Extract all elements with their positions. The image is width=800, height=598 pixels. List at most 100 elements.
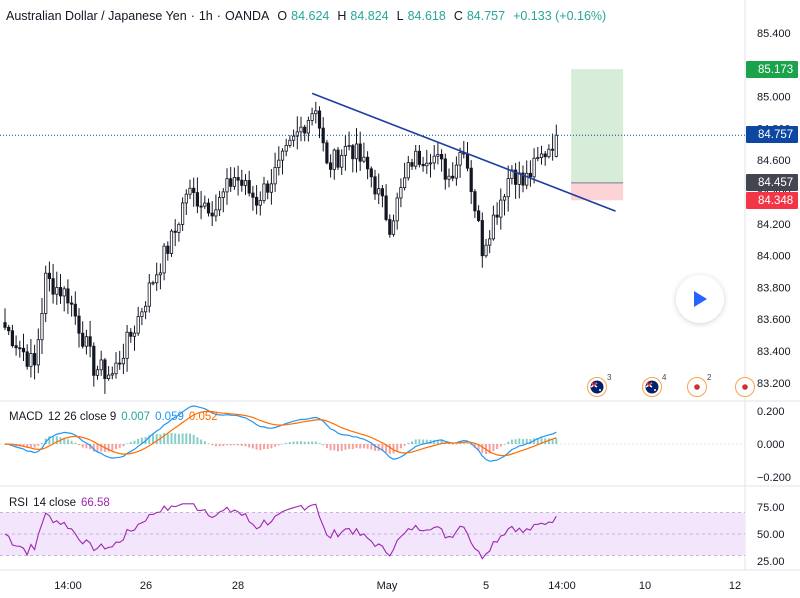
macd-hist-bar (85, 444, 88, 449)
macd-hist-bar (318, 443, 321, 444)
macd-hist-bar (107, 444, 110, 452)
macd-hist-bar (314, 441, 317, 444)
candle-body (491, 214, 496, 240)
candle-body (121, 357, 125, 365)
macd-legend[interactable]: MACD 12 26 close 9 0.007 0.059 0.052 (9, 411, 218, 423)
macd-hist-bar (259, 444, 262, 451)
candle-body (184, 193, 188, 204)
candle-body (3, 322, 7, 328)
candle-body (536, 157, 540, 159)
macd-hist-bar (44, 438, 47, 444)
macd-hist-bar (41, 442, 43, 444)
macd-hist-bar (325, 444, 328, 449)
candle-body (410, 162, 414, 167)
macd-hist-bar (362, 444, 365, 449)
candle-body (291, 135, 296, 141)
macd-hist-bar (481, 444, 484, 454)
change-value: +0.133 (+0.16%) (513, 9, 607, 23)
candle-body (395, 197, 399, 222)
play-icon (694, 291, 707, 307)
play-replay-button[interactable] (676, 275, 724, 323)
macd-hist-bar (348, 444, 351, 449)
candle-body (84, 336, 88, 347)
macd-hist-bar (196, 437, 199, 444)
macd-hist-bar (55, 436, 58, 444)
macd-hist-bar (407, 442, 410, 444)
candle-body (447, 175, 451, 180)
candle-body (476, 210, 481, 221)
candle-body (473, 191, 477, 212)
macd-hist-bar (200, 439, 203, 444)
macd-axis-tick: −0.200 (757, 472, 791, 484)
time-axis-label: 12 (729, 580, 741, 592)
macd-hist-bar (555, 438, 558, 444)
time-axis-label: May (377, 580, 398, 592)
macd-hist-bar (344, 444, 347, 450)
macd-hist-bar (366, 444, 369, 449)
candle-body (469, 167, 473, 193)
candle-body (66, 288, 70, 304)
candle-body (29, 353, 33, 367)
economic-event-japan-flag-icon[interactable] (735, 377, 755, 397)
interval-label[interactable]: 1h (198, 9, 213, 23)
candle-body (136, 316, 140, 334)
time-axis-label: 5 (483, 580, 489, 592)
macd-hist-bar (248, 444, 251, 448)
macd-hist-bar (89, 444, 92, 450)
candle-body (277, 159, 281, 168)
macd-hist-bar (29, 444, 32, 448)
rsi-title: RSI (9, 497, 29, 509)
macd-hist-bar (214, 444, 217, 447)
candle-body (210, 212, 214, 217)
price-axis-tick: 84.000 (757, 251, 791, 263)
economic-event-japan-flag-icon[interactable]: 2 (687, 373, 711, 397)
take-profit-price-tag: 85.173 (746, 61, 798, 78)
macd-hist-bar (355, 444, 358, 449)
macd-signal-line (4, 410, 557, 457)
high-value: 84.824 (350, 9, 389, 23)
candle-body (351, 145, 355, 160)
macd-hist-bar (166, 433, 169, 444)
macd-hist-bar (170, 432, 173, 444)
event-count: 3 (607, 373, 612, 382)
macd-hist-value: 0.052 (188, 411, 218, 423)
rsi-legend[interactable]: RSI 14 close 66.58 (9, 497, 110, 509)
economic-event-australia-flag-icon[interactable]: 3 (587, 373, 611, 397)
macd-hist-bar (185, 433, 188, 444)
macd-line-value: 0.007 (121, 411, 151, 423)
macd-hist-bar (122, 444, 125, 447)
macd-hist-bar (499, 444, 502, 447)
macd-hist-bar (385, 444, 388, 453)
candle-body (73, 303, 77, 317)
macd-hist-bar (244, 444, 247, 447)
time-axis-label: 14:00 (548, 580, 576, 592)
macd-hist-bar (422, 439, 425, 444)
time-axis-label: 26 (140, 580, 152, 592)
candle-body (539, 153, 544, 158)
macd-hist-bar (399, 444, 402, 449)
macd-hist-bar (329, 444, 332, 451)
symbol-header: Australian Dollar / Japanese Yen · 1h · … (6, 9, 610, 23)
economic-event-australia-flag-icon[interactable]: 4 (642, 373, 666, 397)
macd-hist-bar (251, 444, 254, 449)
candle-body (502, 196, 507, 201)
candle-body (151, 282, 155, 285)
macd-hist-bar (418, 439, 421, 444)
macd-hist-bar (203, 441, 206, 444)
macd-hist-bar (529, 439, 532, 444)
time-axis-label: 10 (639, 580, 651, 592)
macd-hist-bar (222, 444, 225, 446)
candle-body (317, 110, 322, 129)
macd-hist-bar (466, 443, 469, 444)
candle-body (273, 167, 277, 185)
symbol-name[interactable]: Australian Dollar / Japanese Yen (6, 9, 187, 23)
macd-hist-bar (462, 442, 465, 444)
candle-body (51, 278, 55, 295)
macd-hist-bar (126, 443, 129, 445)
candle-body (169, 230, 174, 254)
candle-body (373, 176, 377, 195)
low-value: 84.618 (407, 9, 446, 23)
macd-hist-bar (33, 444, 36, 448)
high-label: H (337, 9, 347, 23)
